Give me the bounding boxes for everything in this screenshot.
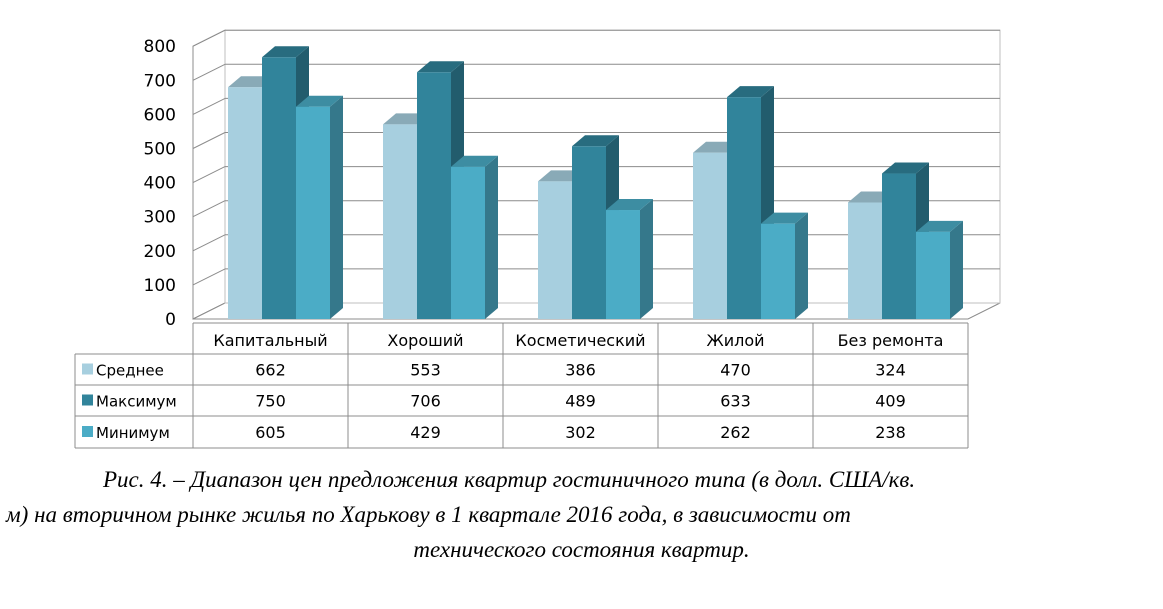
- bar-front: [383, 124, 417, 319]
- data-label: 238: [875, 423, 906, 442]
- bar-front: [848, 202, 882, 319]
- caption-line-2: м) на вторичном рынке жилья по Харькову …: [6, 502, 851, 527]
- bar-top: [417, 61, 464, 73]
- category-label: Капитальный: [213, 331, 327, 350]
- category-label: Хороший: [387, 331, 463, 350]
- bar-front: [727, 97, 761, 319]
- gridline-side: [192, 268, 226, 286]
- legend-swatch: [82, 426, 93, 437]
- data-label: 386: [565, 361, 596, 380]
- bar-side: [485, 155, 498, 319]
- data-label: 262: [720, 423, 751, 442]
- caption-line-3: технического состояния квартир.: [413, 537, 750, 562]
- bar-front: [761, 223, 795, 319]
- y-axis-ticks: 0 100 200 300 400 500 600 700 800: [144, 37, 176, 330]
- data-label: 706: [410, 392, 441, 411]
- bar-top: [451, 155, 498, 167]
- bar-front: [228, 87, 262, 320]
- data-label: 324: [875, 361, 906, 380]
- data-label: 489: [565, 392, 596, 411]
- bar-side: [795, 212, 808, 319]
- bar-front: [262, 57, 296, 319]
- legend-swatch: [82, 394, 93, 406]
- data-label: 429: [410, 423, 441, 442]
- bar-side: [330, 95, 343, 319]
- legend-swatch: [82, 363, 93, 375]
- bar-top: [761, 212, 808, 224]
- bar-top: [916, 220, 963, 232]
- bar-front: [693, 152, 727, 319]
- gridline-side: [192, 132, 226, 149]
- legend-label: Минимум: [96, 424, 170, 442]
- bar: [761, 212, 808, 319]
- y-tick-label: 0: [165, 310, 176, 330]
- data-label: 605: [255, 423, 286, 442]
- gridline-side: [192, 200, 226, 218]
- y-tick-label: 300: [144, 208, 176, 228]
- data-label: 633: [720, 392, 751, 411]
- y-tick-label: 700: [144, 71, 176, 91]
- data-label: 470: [720, 361, 751, 380]
- bar: [916, 220, 963, 319]
- y-tick-label: 500: [144, 140, 176, 160]
- bar-front: [296, 106, 330, 319]
- category-label: Жилой: [706, 331, 764, 350]
- gridline-side: [192, 234, 226, 252]
- bar-front: [882, 173, 916, 319]
- gridline-side: [192, 63, 226, 81]
- bar-front: [916, 231, 950, 319]
- bar-top: [882, 162, 929, 174]
- gridline-side: [192, 166, 226, 184]
- caption-line-1: Рис. 4. – Диапазон цен предложения кварт…: [103, 467, 916, 492]
- bar-front: [451, 166, 485, 319]
- bar-top: [262, 46, 309, 58]
- bar-front: [572, 146, 606, 319]
- legend-label: Максимум: [96, 393, 177, 411]
- y-tick-label: 400: [144, 174, 176, 194]
- bar-side: [640, 199, 653, 319]
- bar-top: [606, 199, 653, 211]
- y-tick-label: 600: [144, 105, 176, 125]
- bar: [606, 199, 653, 319]
- legend-label: Среднее: [96, 362, 164, 380]
- bar-side: [950, 220, 963, 319]
- bar-front: [606, 210, 640, 319]
- data-label: 409: [875, 392, 906, 411]
- category-label: Косметический: [515, 331, 645, 350]
- y-tick-label: 800: [144, 37, 176, 57]
- bar-top: [727, 86, 774, 98]
- data-table: Капитальный Хороший Косметический Жилой Без …: [74, 322, 969, 449]
- category-label: Без ремонта: [838, 331, 944, 350]
- figure-caption: Рис. 4. – Диапазон цен предложения кварт…: [0, 462, 1163, 567]
- bar: [296, 95, 343, 319]
- gridline-side: [192, 29, 226, 47]
- bar-front: [538, 181, 572, 319]
- data-label: 662: [255, 361, 286, 380]
- y-tick-label: 100: [144, 276, 176, 296]
- y-tick-label: 200: [144, 242, 176, 262]
- bar: [451, 155, 498, 319]
- data-label: 553: [410, 361, 441, 380]
- bar-top: [296, 95, 343, 107]
- data-label: 302: [565, 423, 596, 442]
- gridline-side: [192, 97, 226, 115]
- data-label: 750: [255, 392, 286, 411]
- bar-front: [417, 72, 451, 319]
- bar-top: [572, 135, 619, 147]
- bars: [228, 46, 963, 320]
